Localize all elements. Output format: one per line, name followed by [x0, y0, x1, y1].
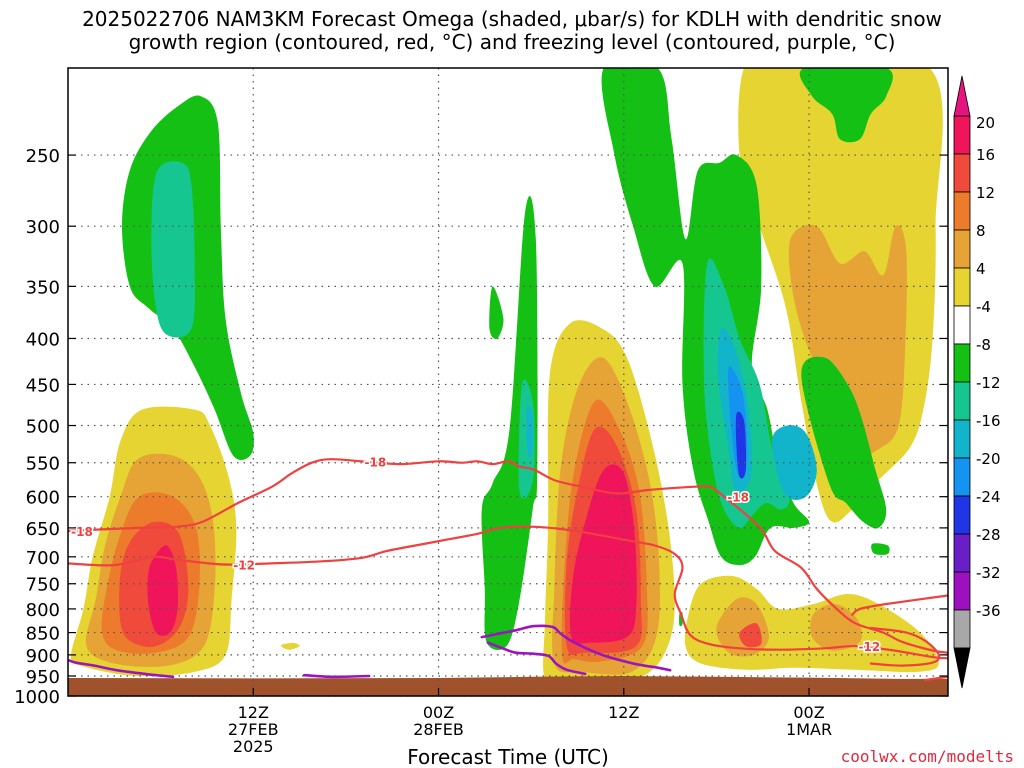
colorbar-swatch-6: [953, 343, 971, 383]
colorbar-label-0: 20: [976, 114, 995, 132]
omega-region-downward-3-26: [703, 258, 790, 528]
omega-region-downward-3-25: [801, 356, 887, 529]
colorbar-swatch-13: [953, 609, 971, 649]
colorbar-swatch-4: [953, 267, 971, 307]
colorbar-swatch-0: [953, 115, 971, 155]
colorbar-swatch-10: [953, 495, 971, 535]
terrain-polygon: [68, 676, 948, 696]
chart-title: 2025022706 NAM3KM Forecast Omega (shaded…: [82, 7, 942, 31]
colorbar-swatch-5: [953, 305, 971, 345]
omega-region-downward-2-21: [489, 286, 504, 339]
omega-region-downward-1-19: [151, 161, 195, 338]
dgz-label: -12: [233, 559, 255, 573]
y-tick-label-900: 900: [26, 646, 60, 667]
colorbar-swatch-7: [953, 381, 971, 421]
omega-region-downward-3-28: [771, 425, 817, 501]
y-tick-label-350: 350: [26, 277, 60, 298]
omega-region-downward-4-32: [871, 543, 890, 555]
x-tick-label-0-0: 12Z: [238, 703, 269, 722]
colorbar-label-9: -20: [976, 450, 1001, 468]
colorbar-label-5: -4: [976, 298, 991, 316]
pressure-axis: 2503003504004505005506006507007508008509…: [14, 146, 948, 708]
omega-region-upward-2-9: [569, 464, 637, 644]
colorbar-label-6: -8: [976, 336, 991, 354]
colorbar-top-arrow: [953, 75, 971, 117]
colorbar-label-3: 8: [976, 222, 986, 240]
dgz-contour-3: [869, 626, 941, 667]
y-tick-label-850: 850: [26, 624, 60, 645]
colorbar-bottom-arrow: [953, 647, 971, 689]
terrain-fill: [68, 676, 948, 696]
dgz-contour-2: [851, 594, 948, 616]
y-tick-label-600: 600: [26, 488, 60, 509]
colorbar-swatch-12: [953, 571, 971, 611]
y-tick-label-1000: 1000: [14, 687, 60, 708]
omega-colorbar: 20 16 12 8 4 -4 -8 -12 -16 -20 -24 -28 -32 -36: [953, 75, 1001, 689]
y-tick-label-650: 650: [26, 519, 60, 540]
omega-region-upward-5-17: [788, 224, 907, 459]
colorbar-label-2: 12: [976, 184, 995, 202]
y-tick-label-750: 750: [26, 575, 60, 596]
freezing-contour-1: [302, 673, 371, 679]
freezing-contour-0: [68, 658, 175, 679]
x-tick-label-1-0: 00Z: [423, 703, 454, 722]
y-tick-label-250: 250: [26, 146, 60, 167]
y-tick-label-500: 500: [26, 417, 60, 438]
dgz-label: -12: [859, 640, 881, 654]
colorbar-swatch-2: [953, 191, 971, 231]
plot-grid: [68, 68, 948, 697]
contour-lines: -18 -18 -18 -12 -12: [68, 454, 948, 682]
dgz-contour-0: [68, 458, 948, 654]
colorbar-label-4: 4: [976, 260, 986, 278]
y-tick-label-550: 550: [26, 454, 60, 475]
chart-subtitle: growth region (contoured, red, °C) and f…: [129, 30, 896, 54]
x-tick-label-3-1: 1MAR: [786, 720, 832, 739]
colorbar-label-12: -32: [976, 564, 1001, 582]
omega-region-upward-4-14: [281, 642, 300, 650]
colorbar-label-11: -28: [976, 526, 1001, 544]
x-tick-label-1-1: 28FEB: [413, 720, 464, 739]
omega-region-downward-3-30: [735, 411, 747, 479]
credit-label: coolwx.com/modelts: [841, 747, 1014, 766]
omega-region-downward-2-20: [481, 195, 538, 651]
x-tick-label-3-0: 00Z: [793, 703, 824, 722]
omega-region-downward-2-23: [526, 406, 534, 459]
omega-region-upward-1-4: [147, 545, 179, 636]
colorbar-label-10: -24: [976, 488, 1001, 506]
y-tick-label-700: 700: [26, 548, 60, 569]
dgz-label: -18: [727, 491, 749, 505]
dgz-contour-1: [68, 525, 948, 660]
omega-region-upward-3-13: [739, 622, 762, 648]
colorbar-label-7: -12: [976, 374, 1001, 392]
x-tick-label-0-1: 27FEB: [228, 720, 279, 739]
x-tick-label-0-2: 2025: [233, 737, 274, 756]
colorbar-label-1: 16: [976, 146, 995, 164]
colorbar-swatch-9: [953, 457, 971, 497]
colorbar-label-13: -36: [976, 602, 1001, 620]
freezing-contour-2: [480, 624, 672, 672]
colorbar-swatch-1: [953, 153, 971, 193]
dgz-label: -18: [364, 455, 386, 469]
colorbar-swatch-8: [953, 419, 971, 459]
x-axis-label: Forecast Time (UTC): [407, 745, 609, 768]
omega-shading: [70, 68, 943, 685]
dgz-label: -18: [71, 525, 93, 539]
omega-region-downward-4-31: [799, 68, 893, 143]
y-tick-label-800: 800: [26, 600, 60, 621]
freezing-contour-3: [486, 641, 587, 676]
colorbar-swatch-11: [953, 533, 971, 573]
y-tick-label-300: 300: [26, 217, 60, 238]
y-tick-label-450: 450: [26, 375, 60, 396]
y-tick-label-400: 400: [26, 329, 60, 350]
y-tick-label-950: 950: [26, 667, 60, 688]
colorbar-swatch-3: [953, 229, 971, 269]
x-tick-label-2-0: 12Z: [608, 703, 639, 722]
colorbar-label-8: -16: [976, 412, 1001, 430]
plot-frame: [67, 67, 949, 697]
dgz-contour-4: [923, 675, 948, 682]
omega-region-upward-3-12: [810, 603, 862, 651]
